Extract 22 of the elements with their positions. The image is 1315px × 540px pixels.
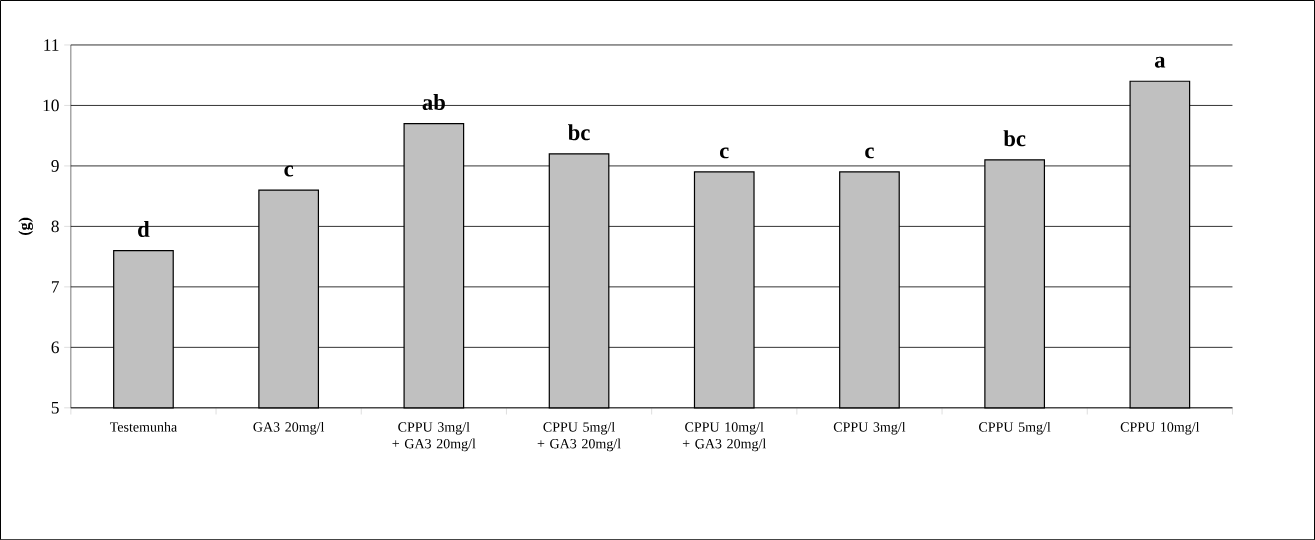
annotation: c bbox=[865, 147, 874, 159]
y-axis-title: (g) bbox=[18, 217, 33, 235]
y-tick-label: 6 bbox=[51, 341, 59, 354]
x-tick-label: CPPU 10mg/l + GA3 20mg/l bbox=[682, 421, 766, 452]
x-tick-label: CPPU 10mg/l bbox=[1120, 421, 1200, 435]
x-tick-label: CPPU 3mg/l bbox=[833, 421, 906, 435]
x-tick-label: Testemunha bbox=[109, 421, 177, 432]
y-tick-label: 10 bbox=[43, 99, 59, 112]
annotation: c bbox=[720, 147, 729, 159]
y-tick-label: 7 bbox=[51, 281, 59, 293]
y-tick-label: 11 bbox=[44, 39, 59, 51]
y-tick-label: 9 bbox=[51, 159, 59, 172]
annotation: a bbox=[1154, 56, 1166, 68]
y-tick-label: 5 bbox=[51, 401, 59, 414]
x-tick-label: GA3 20mg/l bbox=[253, 421, 325, 435]
x-tick-label: CPPU 5mg/l bbox=[979, 421, 1051, 435]
x-tick-label: CPPU 5mg/l + GA3 20mg/l bbox=[537, 421, 621, 452]
y-tick-label: 8 bbox=[51, 220, 59, 233]
x-tick-label: CPPU 3mg/l + GA3 20mg/l bbox=[392, 421, 476, 452]
annotation: c bbox=[284, 165, 294, 177]
annotation: bc bbox=[1003, 130, 1026, 147]
annotation: bc bbox=[568, 124, 590, 141]
